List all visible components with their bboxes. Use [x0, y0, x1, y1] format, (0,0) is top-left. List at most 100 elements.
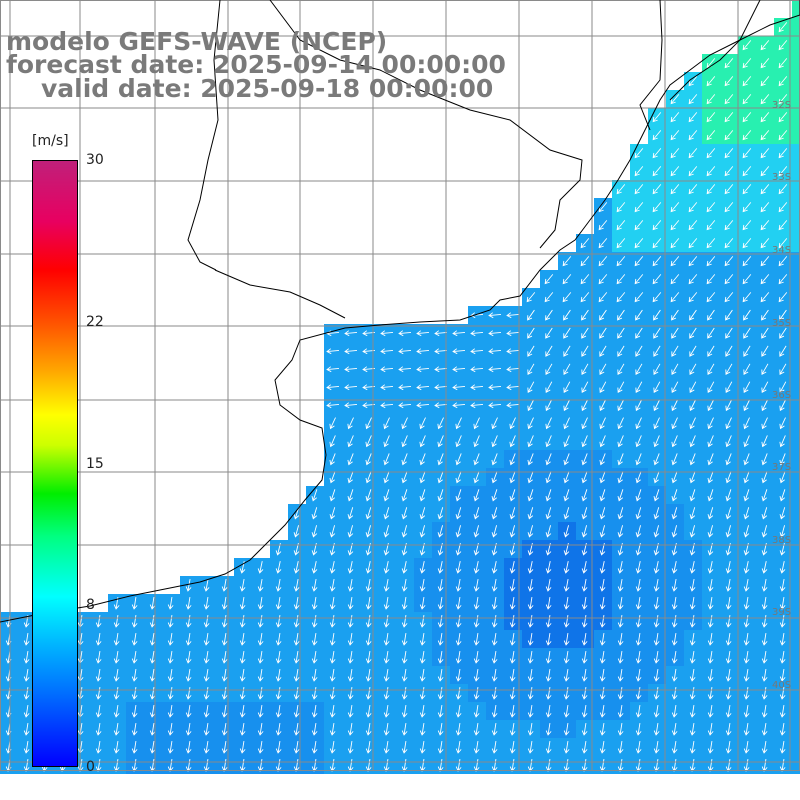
wind-arrow	[599, 507, 606, 520]
wind-arrow	[167, 687, 174, 700]
wind-arrow	[275, 597, 282, 610]
wind-arrow	[761, 309, 769, 321]
wind-cell	[792, 702, 800, 720]
wind-arrow	[527, 327, 535, 339]
wind-arrow	[491, 507, 498, 520]
wind-arrow	[455, 435, 462, 448]
wind-arrow	[239, 687, 246, 700]
wind-arrow	[185, 687, 192, 700]
wind-arrow	[779, 327, 787, 339]
wind-arrow	[311, 669, 318, 682]
wind-arrow	[239, 633, 246, 646]
wind-arrow	[95, 723, 102, 736]
wind-arrow	[760, 40, 770, 51]
wind-arrow	[167, 651, 174, 664]
wind-arrow	[527, 453, 534, 466]
wind-arrow	[398, 366, 412, 373]
wind-cell	[792, 324, 800, 342]
wind-cell	[792, 36, 800, 54]
wind-arrow	[293, 561, 300, 574]
wind-arrow	[257, 579, 264, 592]
wind-arrow	[473, 615, 480, 628]
wind-arrow	[563, 633, 570, 646]
wind-arrow	[365, 507, 372, 520]
wind-arrow	[634, 166, 644, 177]
wind-arrow	[598, 292, 608, 303]
wind-arrow	[527, 507, 534, 520]
wind-arrow	[742, 130, 752, 141]
wind-arrow	[527, 345, 535, 357]
wind-arrow	[581, 615, 588, 628]
wind-arrow	[617, 309, 625, 321]
wind-cell	[792, 540, 800, 558]
wind-arrow	[131, 741, 138, 754]
wind-arrow	[670, 130, 680, 141]
wind-arrow	[347, 525, 354, 538]
wind-arrow	[725, 687, 732, 700]
title-valid-date: valid date: 2025-09-18 00:00:00	[41, 74, 494, 103]
wind-arrow	[706, 184, 716, 195]
wind-arrow	[491, 669, 498, 682]
border-line	[187, 0, 221, 271]
wind-arrow	[599, 345, 607, 357]
wind-arrow	[239, 651, 246, 664]
wind-arrow	[671, 309, 679, 321]
wind-arrow	[581, 489, 588, 502]
wind-arrow	[671, 435, 678, 448]
wind-arrow	[347, 669, 354, 682]
wind-arrow	[95, 633, 102, 646]
wind-arrow	[761, 489, 768, 502]
wind-arrow	[778, 274, 788, 285]
wind-arrow	[185, 651, 192, 664]
wind-arrow	[670, 256, 680, 267]
wind-arrow	[581, 651, 588, 664]
wind-arrow	[688, 292, 698, 303]
wind-arrow	[419, 489, 426, 502]
wind-arrow	[743, 417, 750, 430]
wind-arrow	[203, 615, 210, 628]
wind-arrow	[652, 166, 662, 177]
wind-arrow	[778, 40, 788, 51]
wind-arrow	[221, 615, 228, 628]
wind-arrow	[365, 435, 372, 448]
wind-arrow	[760, 130, 770, 141]
wind-arrow	[778, 76, 788, 87]
wind-arrow	[329, 615, 336, 628]
wind-arrow	[545, 723, 552, 736]
wind-arrow	[398, 330, 412, 337]
wind-arrow	[779, 399, 787, 412]
wind-arrow	[617, 435, 624, 448]
wind-arrow	[383, 705, 390, 718]
wind-arrow	[473, 651, 480, 664]
wind-arrow	[671, 525, 678, 538]
wind-arrow	[563, 363, 571, 375]
wind-arrow	[707, 723, 714, 736]
wind-arrow	[203, 741, 210, 754]
wind-arrow	[617, 363, 625, 375]
wind-arrow	[652, 148, 662, 159]
wind-arrow	[761, 615, 768, 628]
wind-arrow	[293, 687, 300, 700]
wind-arrow	[221, 723, 228, 736]
wind-arrow	[761, 435, 768, 448]
wind-arrow	[616, 238, 626, 249]
wind-arrow	[23, 651, 30, 664]
border-line	[269, 0, 583, 249]
wind-arrow	[581, 669, 588, 682]
wind-arrow	[203, 579, 210, 592]
wind-arrow	[293, 615, 300, 628]
wind-arrow	[506, 330, 520, 337]
wind-arrow	[635, 399, 643, 412]
wind-arrow	[689, 507, 696, 520]
wind-arrow	[617, 669, 624, 682]
wind-arrow	[239, 579, 246, 592]
wind-arrow	[509, 741, 516, 754]
wind-arrow	[742, 148, 752, 159]
wind-arrow	[167, 705, 174, 718]
wind-arrow	[617, 651, 624, 664]
wind-arrow	[670, 94, 680, 105]
wind-arrow	[185, 597, 192, 610]
wind-arrow	[779, 741, 786, 754]
wind-arrow	[725, 363, 733, 375]
wind-arrow	[239, 615, 246, 628]
